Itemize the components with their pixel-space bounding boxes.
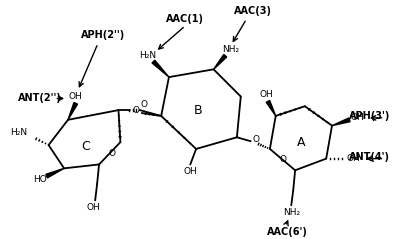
Text: NH₂: NH₂	[283, 208, 300, 217]
Text: O: O	[140, 100, 147, 109]
Text: H₂N: H₂N	[139, 51, 156, 60]
Text: O: O	[108, 149, 115, 158]
Text: HO: HO	[33, 174, 47, 184]
Text: AAC(3): AAC(3)	[234, 6, 272, 16]
Text: OH: OH	[346, 154, 360, 163]
Text: OH: OH	[184, 167, 197, 176]
Text: OH: OH	[86, 203, 100, 212]
Text: AAC(1): AAC(1)	[166, 14, 204, 24]
Text: OH: OH	[259, 90, 273, 99]
Text: C: C	[81, 141, 90, 153]
Polygon shape	[46, 168, 64, 178]
Polygon shape	[332, 118, 350, 126]
Text: NH₂: NH₂	[222, 45, 240, 54]
Text: O: O	[132, 106, 140, 115]
Polygon shape	[266, 100, 276, 116]
Polygon shape	[152, 60, 169, 77]
Text: OH: OH	[69, 92, 83, 101]
Text: O: O	[253, 135, 260, 144]
Text: A: A	[297, 136, 305, 149]
Text: ANT(4'): ANT(4')	[349, 152, 390, 162]
Text: AAC(6'): AAC(6')	[267, 228, 308, 237]
Text: H₂N: H₂N	[10, 128, 27, 137]
Polygon shape	[214, 54, 227, 69]
Text: ANT(2''): ANT(2'')	[18, 93, 61, 103]
Text: B: B	[194, 103, 202, 117]
Text: APH(2''): APH(2'')	[81, 30, 125, 40]
Text: OH: OH	[350, 113, 364, 122]
Text: O: O	[279, 155, 286, 164]
Polygon shape	[68, 103, 78, 120]
Text: APH(3'): APH(3')	[349, 111, 390, 121]
